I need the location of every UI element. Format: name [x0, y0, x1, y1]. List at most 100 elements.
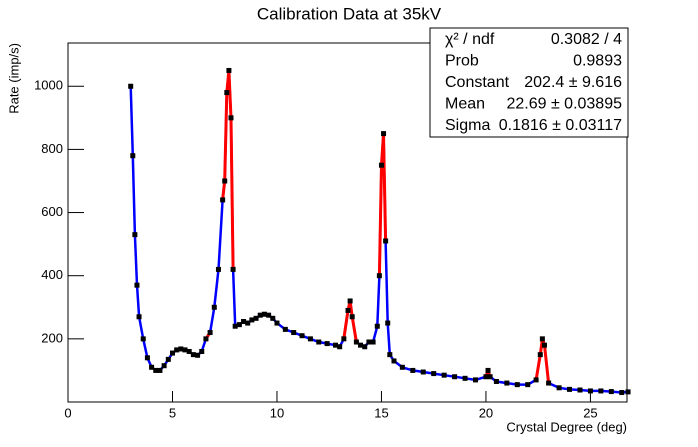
data-point	[186, 348, 192, 354]
data-point	[261, 311, 267, 317]
data-point	[207, 330, 213, 336]
data-point	[178, 346, 184, 352]
data-point	[385, 320, 391, 326]
data-point	[387, 352, 393, 358]
stats-box: χ² / ndf 0.3082 / 4 Prob 0.9893 Constant 202.…	[429, 27, 629, 138]
data-point	[619, 390, 625, 396]
data-point	[224, 90, 230, 96]
data-point	[341, 336, 347, 342]
data-point	[541, 342, 547, 348]
data-point	[374, 323, 380, 329]
data-point	[332, 342, 338, 348]
data-point	[228, 115, 234, 121]
data-point	[203, 336, 209, 342]
stats-label: Prob	[445, 53, 479, 70]
data-point	[211, 304, 217, 310]
data-point	[391, 358, 397, 364]
stats-value: 0.3082 / 4	[551, 31, 622, 48]
stats-value: 22.69 ± 0.03895	[506, 96, 622, 113]
data-point	[514, 382, 520, 388]
data-point	[174, 347, 180, 353]
data-point	[337, 344, 343, 350]
data-point	[546, 380, 552, 386]
data-point	[316, 339, 322, 345]
data-point	[257, 312, 263, 318]
plot-frame	[67, 42, 628, 403]
y-tick-label: 200	[41, 330, 63, 345]
data-point	[431, 371, 437, 377]
data-point	[483, 374, 489, 380]
data-point	[420, 369, 426, 375]
data-point	[362, 344, 368, 350]
data-point	[165, 356, 171, 362]
data-point	[232, 323, 238, 329]
data-point	[307, 336, 313, 342]
data-point	[245, 320, 251, 326]
data-point	[136, 314, 142, 320]
data-point	[598, 388, 604, 394]
data-point	[539, 336, 545, 342]
data-point	[291, 330, 297, 336]
data-point	[157, 367, 163, 373]
data-point	[485, 367, 491, 373]
stats-frame	[429, 27, 629, 138]
data-point	[533, 377, 539, 383]
data-point	[608, 389, 614, 395]
y-axis-label: Rate (imp/s)	[6, 43, 21, 114]
data-point	[299, 333, 305, 339]
x-tick-label: 5	[169, 405, 176, 420]
data-point	[472, 377, 478, 383]
data-point	[241, 318, 247, 324]
chart-title: Calibration Data at 35kV	[257, 4, 442, 23]
data-point	[383, 238, 389, 244]
data-point	[195, 352, 201, 358]
data-point	[215, 266, 221, 272]
data-point	[567, 386, 573, 392]
stats-value: 0.9893	[573, 53, 622, 70]
data-point	[587, 388, 593, 394]
data-point	[266, 312, 272, 318]
stats-label: χ² / ndf	[445, 31, 495, 48]
data-point	[487, 374, 493, 380]
data-point	[577, 387, 583, 393]
data-point	[149, 364, 155, 370]
data-point	[493, 378, 499, 384]
stats-value: 202.4 ± 9.616	[524, 74, 622, 91]
data-point	[220, 197, 226, 203]
data-point	[134, 282, 140, 288]
data-point	[556, 385, 562, 391]
data-point	[249, 317, 255, 323]
y-tick-label: 400	[41, 267, 63, 282]
data-point	[144, 355, 150, 361]
data-point	[140, 336, 146, 342]
y-tick-label: 600	[41, 204, 63, 219]
data-point	[358, 342, 364, 348]
data-point	[190, 352, 196, 358]
data-point	[441, 372, 447, 378]
x-tick-label: 0	[64, 405, 71, 420]
data-point	[504, 380, 510, 386]
y-tick-label: 800	[41, 141, 63, 156]
data-point	[130, 153, 136, 159]
data-point	[230, 266, 236, 272]
data-point	[270, 315, 276, 321]
data-point	[282, 326, 288, 332]
data-point	[153, 367, 159, 373]
data-point	[132, 232, 138, 238]
data-point	[347, 298, 353, 304]
x-axis-label: Crystal Degree (deg)	[506, 419, 627, 434]
data-point	[345, 307, 351, 313]
data-point	[274, 320, 280, 326]
data-point	[370, 339, 376, 345]
plot-area: 0 5 10 15 20 25 200 400 600 800 1000	[34, 67, 631, 420]
stats-label: Sigma	[445, 117, 490, 134]
stats-value: 0.1816 ± 0.03117	[499, 117, 622, 134]
x-tick-label: 25	[583, 405, 597, 420]
data-point	[353, 339, 359, 345]
data-point	[161, 363, 167, 369]
data-point	[222, 178, 228, 184]
stats-label: Constant	[445, 74, 510, 91]
data-point	[324, 341, 330, 347]
y-tick-label: 1000	[34, 78, 63, 93]
stats-label: Mean	[445, 96, 485, 113]
